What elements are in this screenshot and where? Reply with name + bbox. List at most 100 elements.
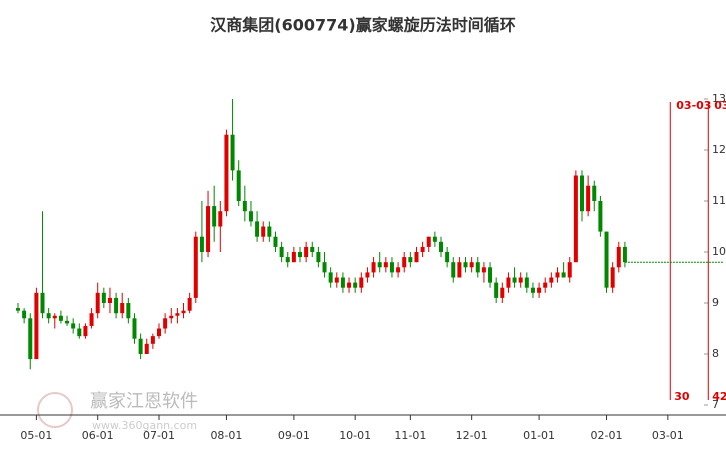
candle-body [389,262,394,273]
candle-body [371,262,376,273]
candle-body [144,343,149,354]
candle-body [408,257,413,263]
candle-body [549,277,554,283]
candle-body [353,282,358,288]
candle-body [377,262,382,268]
candle-body [365,272,370,278]
candle-body [52,315,57,319]
candle-body [494,282,499,298]
candle-body [77,328,82,337]
x-tick-label: 09-01 [278,429,310,442]
x-tick-label: 06-01 [82,429,114,442]
candle-body [481,267,486,273]
candle-body [150,336,155,344]
candle-body [199,236,204,252]
candle-body [414,252,419,263]
candle-body [28,318,33,360]
candle-body [304,246,309,258]
candle-body [426,236,431,247]
candle-body [120,303,125,314]
candle-body [279,246,284,258]
chart-title: 汉商集团(600774)赢家螺旋历法时间循环 [210,16,515,35]
candle-body [273,236,278,247]
candle-body [236,170,241,201]
candle-body [340,277,345,288]
candle-body [157,328,161,337]
candle-body [22,310,27,319]
candle-body [512,277,517,283]
candle-body [500,287,505,298]
candle-body [573,175,578,263]
candle-body [107,297,112,303]
candle-body [328,272,333,283]
candle-body [488,267,493,283]
x-tick-label: 08-01 [210,429,242,442]
candle-body [218,211,223,227]
candle-body [298,252,302,258]
candle-body [475,262,480,273]
candle-body [169,315,174,319]
candle-body [469,262,474,268]
candle-body [334,277,339,283]
candle-body [114,297,119,314]
candle-body [40,292,45,314]
x-tick-label: 07-01 [143,429,175,442]
candle-body [598,201,603,232]
candle-body [95,292,100,314]
candle-body [267,226,272,237]
candle-body [224,134,229,212]
candle-body [83,325,88,337]
x-tick-label: 02-01 [591,429,623,442]
candle-body [604,231,609,288]
candle-body [65,320,70,324]
y-tick-label: 12 [712,143,726,156]
candle-body [261,226,266,237]
candle-body [592,185,597,201]
candle-body [230,134,235,171]
candle-body [567,262,572,278]
candle-body [212,206,217,227]
candle-body [537,287,542,293]
candle-body [543,282,548,288]
candle-body [126,303,131,319]
candle-body [622,246,627,263]
candle-body [187,297,192,311]
candle-body [181,310,186,314]
candle-body [610,267,615,288]
candle-body [132,318,137,339]
watermark-logo [37,392,73,428]
cycle-top-label: 03 [714,99,726,112]
candle-body [586,185,591,212]
candle-body [580,175,584,212]
candle-body [506,277,511,288]
candle-body [383,262,388,268]
candle-body [34,292,39,360]
x-tick-label: 05-01 [20,429,52,442]
x-tick-label: 12-01 [456,429,488,442]
candle-body [58,315,63,321]
candle-body [561,272,566,278]
cycle-bottom-label: 42 [712,390,726,403]
watermark-url: www.360gann.com [92,419,197,432]
candle-body [206,206,211,252]
candle-body [616,246,621,268]
candle-body [322,262,327,273]
candle-body [193,236,198,298]
y-tick-label: 8 [712,347,719,360]
candle-body [316,252,321,263]
candle-body [396,267,401,273]
x-tick-label: 03-01 [652,429,684,442]
candle-body [46,313,51,319]
candle-body [347,282,352,288]
candle-body [439,241,443,252]
candle-body [524,277,529,288]
candle-body [248,211,253,222]
x-tick-label: 01-01 [523,429,555,442]
y-tick-label: 10 [712,245,726,258]
y-tick-label: 11 [712,194,726,207]
candle-body [445,252,450,263]
candle-body [518,277,523,283]
x-tick-label: 10-01 [339,429,371,442]
